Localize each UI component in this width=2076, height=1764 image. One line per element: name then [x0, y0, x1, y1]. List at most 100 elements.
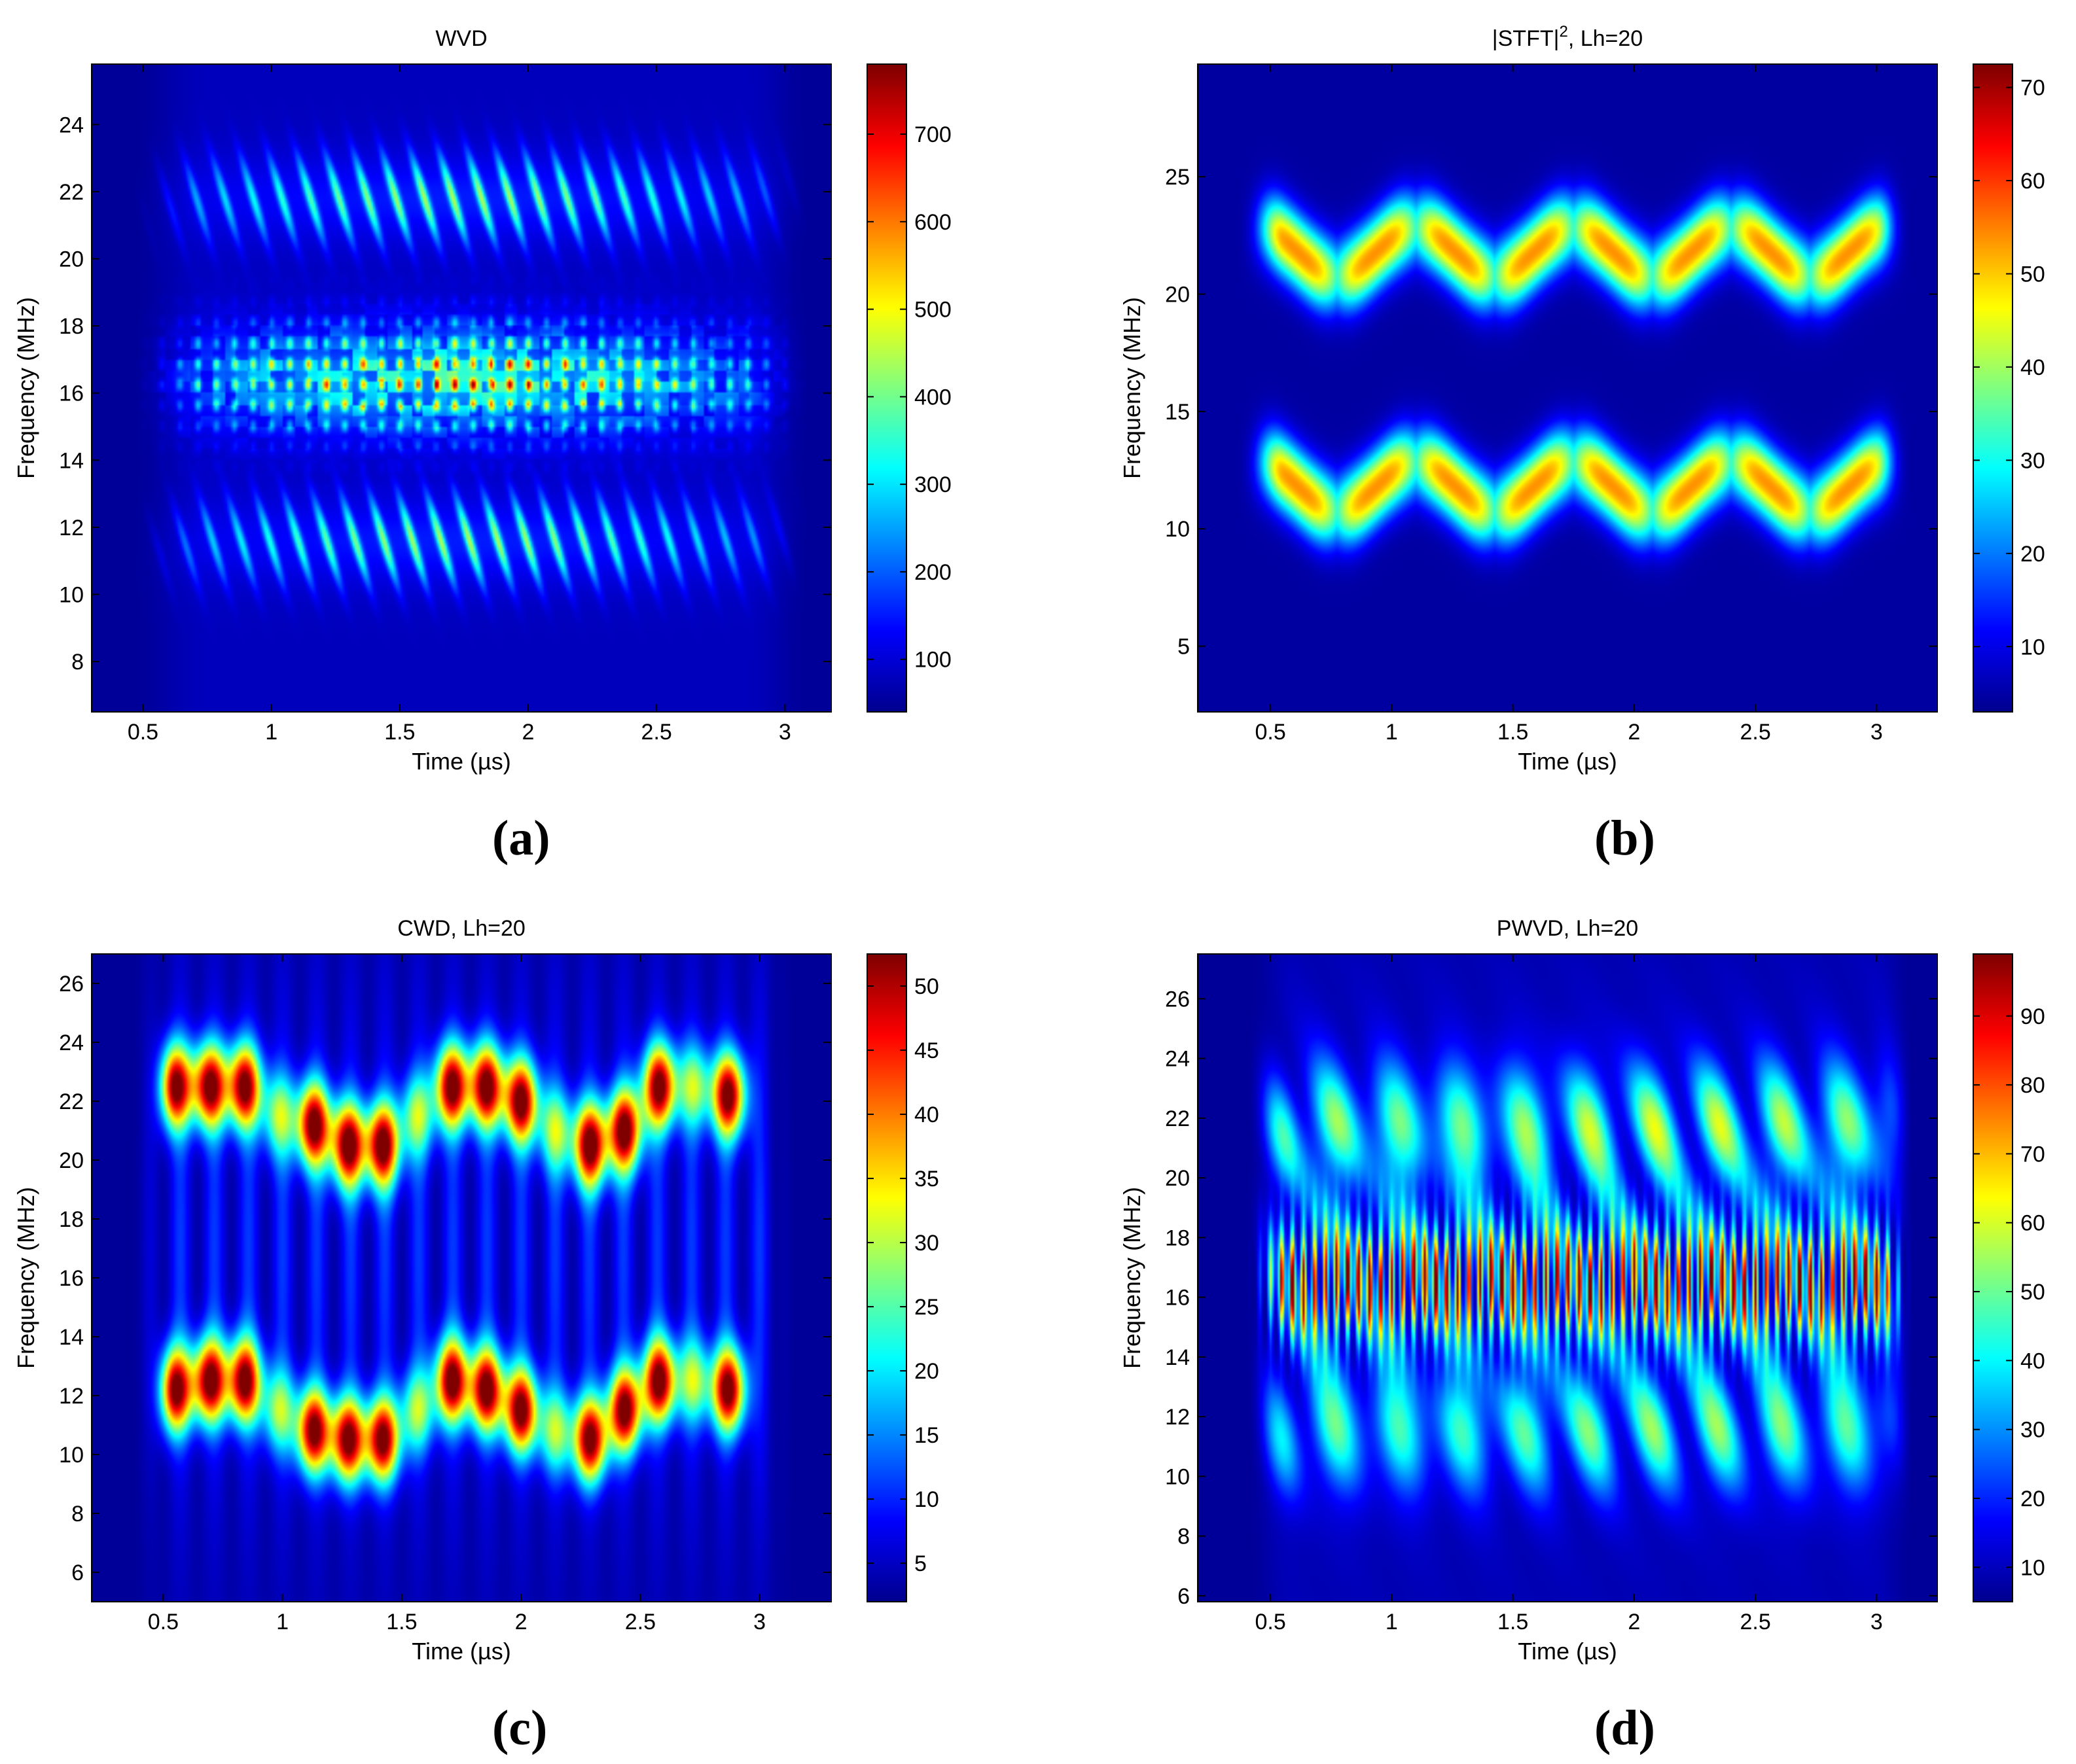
colorbar-tick-label: 30: [2020, 1418, 2045, 1443]
colorbar-tick-label: 400: [914, 385, 952, 410]
chart-title: CWD, Lh=20: [397, 916, 526, 941]
y-tick-label: 26: [1165, 987, 1190, 1012]
colorbar-tick-label: 300: [914, 472, 952, 497]
colorbar-tick-label: 700: [914, 122, 952, 147]
plot-frame: [91, 63, 832, 713]
chart-title: PWVD, Lh=20: [1497, 916, 1638, 941]
y-tick-label: 24: [59, 1031, 84, 1055]
x-tick-label: 1.5: [1497, 1610, 1528, 1634]
y-tick-label: 22: [59, 180, 84, 205]
y-tick-label: 18: [59, 1207, 84, 1232]
y-tick-label: 12: [59, 516, 84, 540]
chart-svg: WVD 0.5 1 1.5 2 2.5 3 8 10 12 14 16 18 20 22 24 Time (µs…: [12, 26, 952, 775]
y-tick-label: 20: [59, 1148, 84, 1173]
colorbar-tick-label: 70: [2020, 76, 2045, 101]
colorbar-tick-label: 10: [2020, 635, 2045, 660]
x-tick-label: 2.5: [625, 1610, 656, 1634]
colorbar-tick-label: 600: [914, 210, 952, 235]
colorbar-tick-label: 5: [914, 1551, 927, 1576]
colorbar-tick-label: 15: [914, 1423, 939, 1448]
y-tick-label: 8: [1177, 1525, 1190, 1549]
heatmap-image: [1198, 64, 1937, 712]
x-tick-label: 1.5: [386, 1610, 417, 1634]
y-tick-label: 10: [1165, 517, 1190, 542]
y-axis-label: Frequency (MHz): [12, 1187, 39, 1369]
colorbar-tick-label: 20: [914, 1359, 939, 1384]
x-tick-label: 3: [753, 1610, 766, 1634]
colorbar-tick-label: 500: [914, 298, 952, 323]
colorbar-tick-label: 60: [2020, 1211, 2045, 1236]
y-tick-label: 16: [1165, 1286, 1190, 1311]
x-axis-label: Time (µs): [412, 1638, 510, 1665]
wvd-panel: WVD 0.5 1 1.5 2 2.5 3 8 10 12 14 16 18 20 22 24 Time (µs…: [0, 0, 969, 775]
colorbar-tick-label: 45: [914, 1038, 939, 1063]
x-axis-label: Time (µs): [1518, 1638, 1617, 1665]
y-tick-label: 24: [1165, 1047, 1190, 1072]
plot-frame: [1197, 953, 1938, 1602]
plot-frame: [1197, 63, 1938, 713]
x-tick-label: 2: [1628, 1610, 1640, 1634]
x-tick-label: 0.5: [1255, 1610, 1286, 1634]
x-tick-label: 2: [1628, 720, 1640, 745]
colorbar-tick-label: 40: [914, 1102, 939, 1127]
x-tick-label: 1: [276, 1610, 289, 1634]
x-tick-label: 2: [522, 720, 535, 745]
colorbar-tick-label: 20: [2020, 1487, 2045, 1511]
chart-title: WVD: [435, 26, 487, 51]
x-axis-label: Time (µs): [1518, 748, 1617, 775]
y-tick-label: 22: [1165, 1106, 1190, 1131]
y-tick-label: 10: [1165, 1464, 1190, 1489]
y-tick-label: 8: [71, 650, 84, 675]
x-tick-label: 0.5: [128, 720, 158, 745]
y-axis-label: Frequency (MHz): [12, 297, 39, 479]
pwvd-panel: PWVD, Lh=20 0.5 1 1.5 2 2.5 3 6 8 10 12 14 16 18 20 22 2…: [1106, 890, 2075, 1665]
chart-svg: CWD, Lh=20 0.5 1 1.5 2 2.5 3 6 8 10 12 14 16 18 20 22 24…: [12, 916, 939, 1665]
colorbar-tick-label: 30: [914, 1231, 939, 1256]
colorbar-frame: [867, 63, 907, 713]
subfigure-label-b: (b): [1594, 811, 1655, 866]
colorbar-tick-label: 35: [914, 1167, 939, 1191]
x-axis-label: Time (µs): [412, 748, 510, 775]
y-tick-label: 14: [1165, 1345, 1190, 1370]
y-tick-label: 26: [59, 972, 84, 997]
colorbar-image: [1973, 64, 2013, 712]
x-tick-label: 2.5: [641, 720, 672, 745]
colorbar-tick-label: 40: [2020, 1349, 2045, 1373]
colorbar-tick-label: 50: [2020, 262, 2045, 287]
y-tick-label: 6: [71, 1561, 84, 1585]
x-tick-label: 3: [1870, 1610, 1883, 1634]
y-tick-label: 14: [59, 448, 84, 473]
colorbar-tick-label: 80: [2020, 1073, 2045, 1098]
colorbar-tick-label: 90: [2020, 1004, 2045, 1029]
y-tick-label: 12: [59, 1384, 84, 1409]
colorbar-tick-label: 10: [914, 1487, 939, 1512]
heatmap-image: [92, 64, 831, 712]
subfigure-label-d: (d): [1594, 1701, 1655, 1755]
subfigure-label-a: (a): [492, 811, 550, 866]
y-tick-label: 15: [1165, 400, 1190, 425]
colorbar-frame: [867, 953, 907, 1602]
y-tick-label: 18: [59, 314, 84, 339]
colorbar-tick-label: 70: [2020, 1142, 2045, 1167]
y-tick-label: 8: [71, 1502, 84, 1526]
colorbar-image: [867, 64, 906, 712]
stft-panel: |STFT|2, Lh=20 0.5 1 1.5 2 2.5 3 5 10 15 20 25 Time …: [1106, 0, 2075, 775]
chart-svg: |STFT|2, Lh=20 0.5 1 1.5 2 2.5 3 5 10 15 20 25 Time …: [1119, 23, 2045, 775]
x-tick-label: 2: [515, 1610, 528, 1634]
x-tick-label: 1: [265, 720, 277, 745]
y-tick-label: 18: [1165, 1226, 1190, 1250]
y-axis-label: Frequency (MHz): [1119, 1187, 1145, 1369]
y-tick-label: 16: [59, 1266, 84, 1291]
y-tick-label: 10: [59, 582, 84, 607]
colorbar-tick-label: 50: [2020, 1280, 2045, 1305]
y-tick-label: 14: [59, 1325, 84, 1350]
y-tick-label: 25: [1165, 165, 1190, 190]
colorbar-tick-label: 20: [2020, 542, 2045, 567]
y-tick-label: 20: [59, 247, 84, 272]
heatmap-image: [1198, 954, 1937, 1602]
heatmap-image: [92, 954, 831, 1602]
y-tick-label: 10: [59, 1443, 84, 1468]
colorbar-tick-label: 200: [914, 560, 952, 585]
chart-svg: PWVD, Lh=20 0.5 1 1.5 2 2.5 3 6 8 10 12 14 16 18 20 22 2…: [1119, 916, 2045, 1665]
y-tick-label: 20: [1165, 1166, 1190, 1191]
